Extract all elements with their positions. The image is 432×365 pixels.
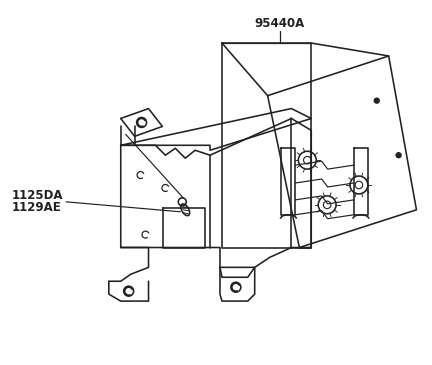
Text: 95440A: 95440A <box>254 17 305 30</box>
Circle shape <box>374 98 379 103</box>
Text: 1129AE: 1129AE <box>12 201 61 214</box>
Text: 1125DA: 1125DA <box>12 189 63 203</box>
Circle shape <box>396 153 401 158</box>
